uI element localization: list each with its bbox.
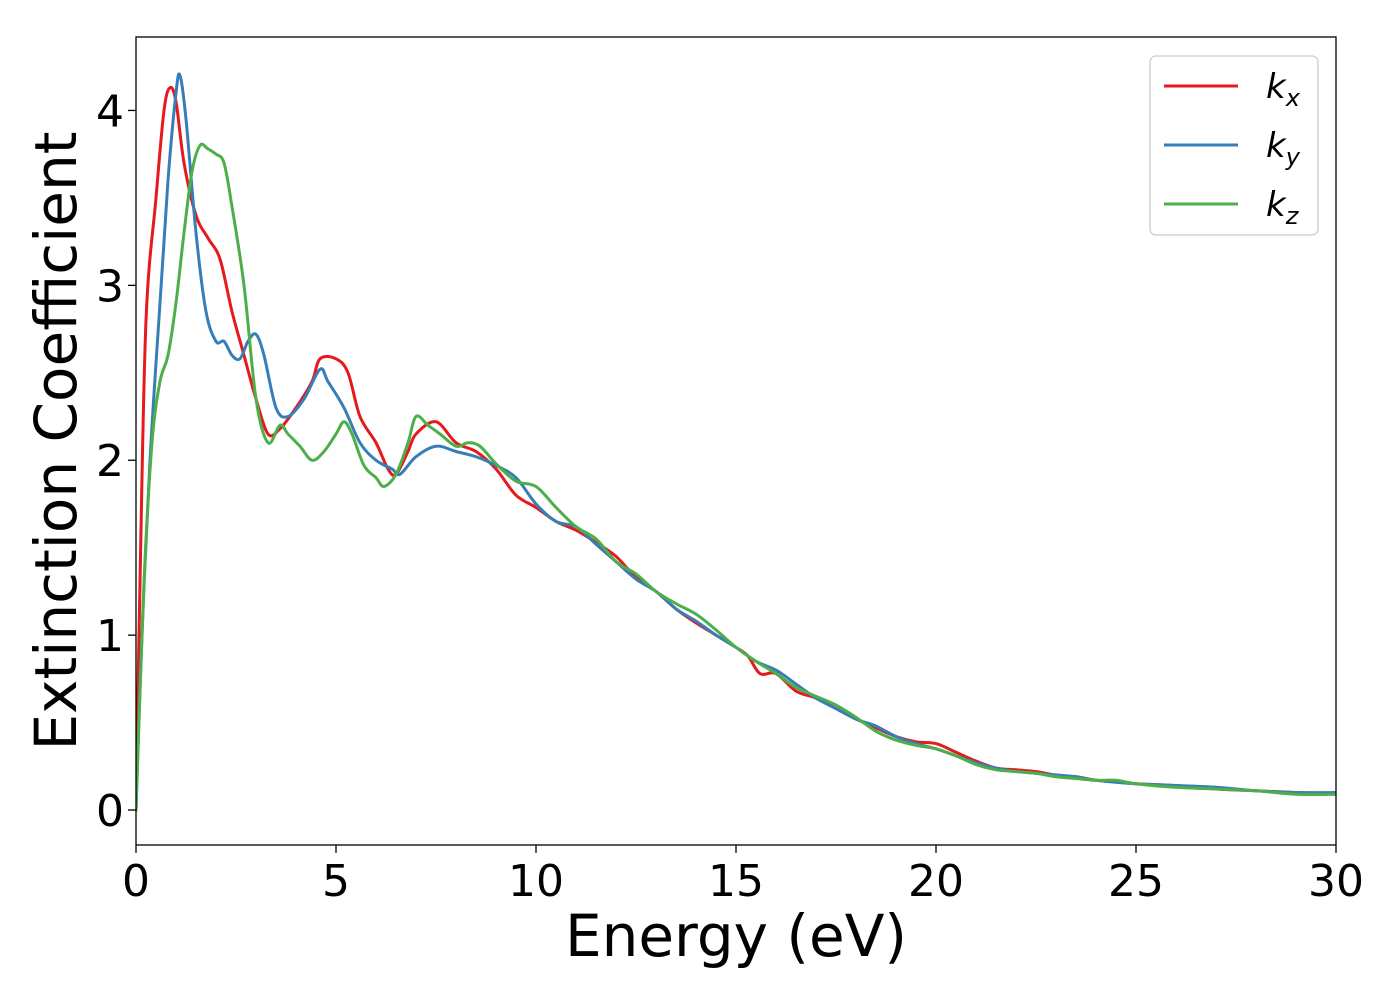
x-tick-label: 5 <box>322 856 350 907</box>
x-tick-label: 15 <box>708 856 764 907</box>
y-tick-label: 0 <box>96 786 124 837</box>
y-axis-title: Extinction Coefficient <box>22 132 90 751</box>
series-line-k-z <box>136 142 1336 812</box>
x-tick-label: 0 <box>122 856 150 907</box>
y-tick-label: 2 <box>96 436 124 487</box>
y-tick-label: 3 <box>96 261 124 312</box>
x-axis-title: Energy (eV) <box>565 902 907 970</box>
x-tick-label: 10 <box>508 856 564 907</box>
x-tick-label: 25 <box>1108 856 1164 907</box>
x-tick-label: 30 <box>1308 856 1364 907</box>
y-tick-label: 1 <box>96 611 124 662</box>
x-tick-label: 20 <box>908 856 964 907</box>
y-axis-ticks: 0 1 2 3 4 <box>96 86 136 837</box>
legend-label-y: ky <box>1266 126 1301 171</box>
series-line-k-y <box>136 72 1336 812</box>
legend-label-z: kz <box>1266 185 1300 230</box>
x-axis-ticks: 0 5 10 15 20 25 30 <box>122 845 1364 907</box>
legend: kx ky kz <box>1149 55 1319 236</box>
y-tick-label: 4 <box>96 86 124 137</box>
series-layer <box>136 72 1336 812</box>
legend-label-x: kx <box>1266 67 1301 112</box>
